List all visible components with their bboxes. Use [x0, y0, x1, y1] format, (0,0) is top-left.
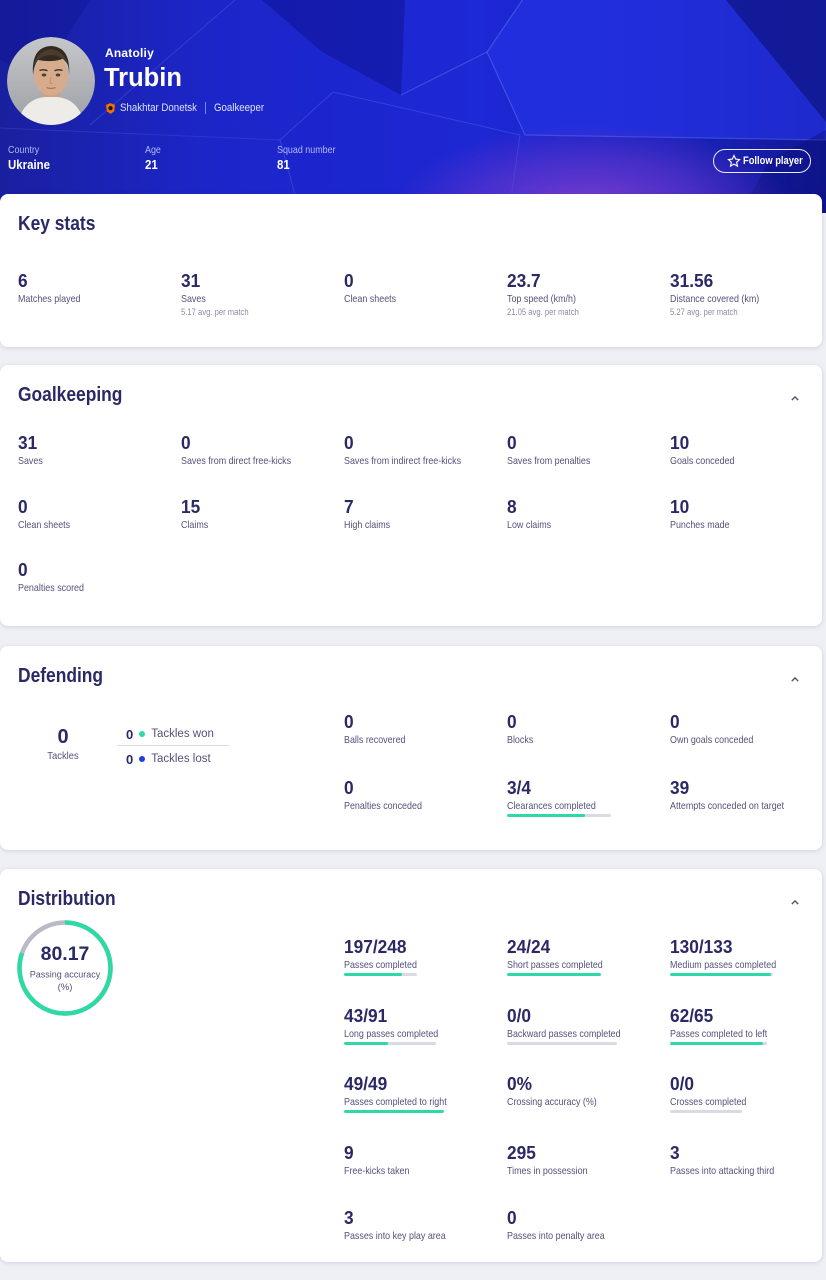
svg-text:Passing accuracy: Passing accuracy	[30, 970, 101, 980]
svg-text:(%): (%)	[58, 982, 73, 993]
svg-text:80.17: 80.17	[41, 943, 90, 965]
